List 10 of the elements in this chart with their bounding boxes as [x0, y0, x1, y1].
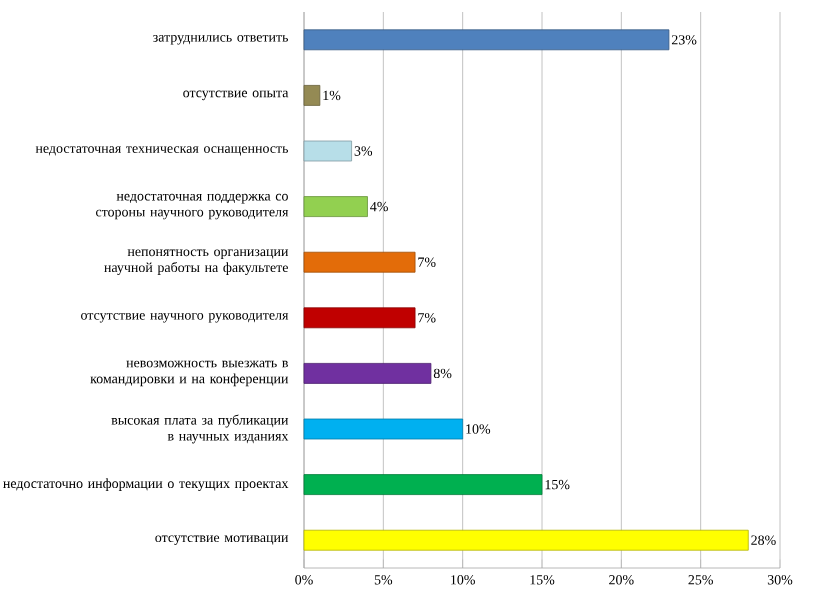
bar [303, 307, 416, 329]
bar [303, 529, 749, 551]
bar [303, 363, 432, 384]
bar [303, 85, 321, 106]
bar [303, 196, 368, 217]
bar [303, 474, 543, 495]
bar [303, 418, 464, 440]
bar [303, 140, 352, 162]
bar [303, 29, 670, 51]
bar [303, 251, 416, 273]
